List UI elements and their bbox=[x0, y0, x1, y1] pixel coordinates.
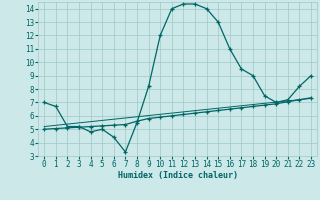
X-axis label: Humidex (Indice chaleur): Humidex (Indice chaleur) bbox=[118, 171, 238, 180]
